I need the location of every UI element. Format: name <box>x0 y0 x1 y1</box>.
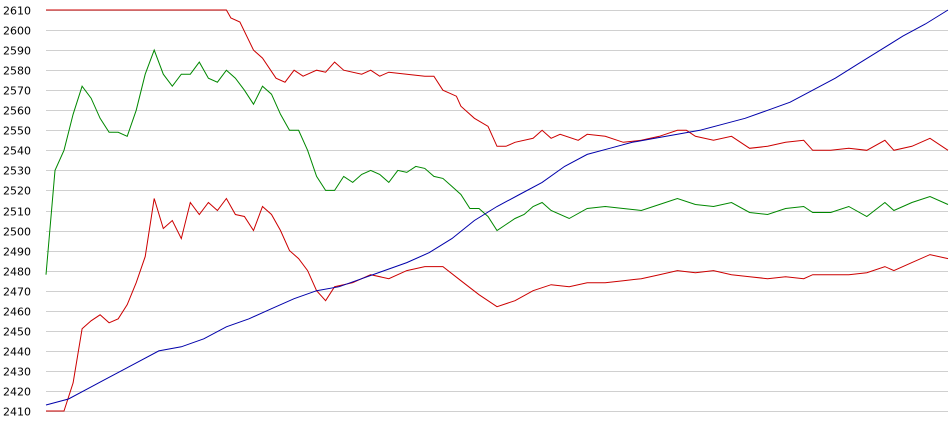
y-tick-label: 2540 <box>3 145 31 158</box>
series-line-4 <box>45 9 949 406</box>
grid-lines <box>46 10 948 412</box>
y-tick-label: 2460 <box>3 306 31 319</box>
y-tick-label: 2520 <box>3 185 31 198</box>
y-tick-label: 2580 <box>3 65 31 78</box>
y-tick-label: 2410 <box>3 406 31 419</box>
y-tick-label: 2430 <box>3 366 31 379</box>
y-tick-label: 2470 <box>3 286 31 299</box>
y-tick-label: 2610 <box>3 5 31 18</box>
y-tick-label: 2560 <box>3 105 31 118</box>
y-tick-label: 2500 <box>3 226 31 239</box>
y-tick-label: 2450 <box>3 326 31 339</box>
y-tick-label: 2600 <box>3 25 31 38</box>
series-line-2 <box>45 48 949 275</box>
series-line-1 <box>46 9 949 151</box>
y-tick-label: 2480 <box>3 266 31 279</box>
y-tick-label: 2440 <box>3 346 31 359</box>
series-lines <box>45 9 949 412</box>
y-tick-label: 2570 <box>3 85 31 98</box>
y-tick-label: 2590 <box>3 45 31 58</box>
y-tick-label: 2530 <box>3 165 31 178</box>
y-tick-label: 2550 <box>3 125 31 138</box>
y-tick-label: 2490 <box>3 246 31 259</box>
y-tick-label: 2420 <box>3 386 31 399</box>
y-tick-label: 2510 <box>3 206 31 219</box>
y-axis-tick-labels: 2410 2420 2430 2440 2450 2460 2470 2480 2490 2500… <box>3 5 31 419</box>
